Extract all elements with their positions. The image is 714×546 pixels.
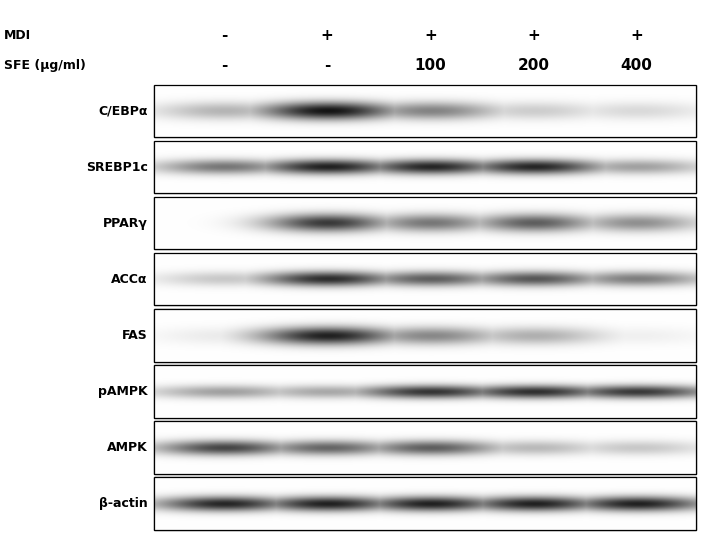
Text: +: + <box>527 28 540 43</box>
Bar <box>154 477 696 530</box>
Text: FAS: FAS <box>122 329 148 342</box>
Bar <box>154 253 696 306</box>
Bar <box>154 141 696 193</box>
Text: -: - <box>221 58 227 73</box>
Text: AMPK: AMPK <box>107 441 148 454</box>
Text: +: + <box>321 28 333 43</box>
Text: SFE (μg/ml): SFE (μg/ml) <box>4 59 86 72</box>
Text: PPARγ: PPARγ <box>103 217 148 229</box>
Bar <box>154 141 696 193</box>
Bar <box>154 197 696 250</box>
Text: 200: 200 <box>518 58 549 73</box>
Bar <box>154 421 696 473</box>
Bar <box>154 365 696 418</box>
Bar <box>154 421 696 473</box>
Text: MDI: MDI <box>4 29 31 42</box>
Bar <box>154 309 696 361</box>
Bar <box>154 477 696 530</box>
Text: 400: 400 <box>620 58 653 73</box>
Text: -: - <box>221 28 227 43</box>
Text: ACCα: ACCα <box>111 272 148 286</box>
Text: pAMPK: pAMPK <box>98 385 148 397</box>
Text: -: - <box>324 58 331 73</box>
Text: SREBP1c: SREBP1c <box>86 161 148 174</box>
Text: β-actin: β-actin <box>99 497 148 510</box>
Bar <box>154 365 696 418</box>
Bar <box>154 253 696 306</box>
Text: +: + <box>424 28 437 43</box>
Bar <box>154 85 696 138</box>
Text: 100: 100 <box>414 58 446 73</box>
Text: C/EBPα: C/EBPα <box>99 104 148 117</box>
Bar <box>154 309 696 361</box>
Bar <box>154 85 696 138</box>
Bar <box>154 197 696 250</box>
Text: +: + <box>630 28 643 43</box>
